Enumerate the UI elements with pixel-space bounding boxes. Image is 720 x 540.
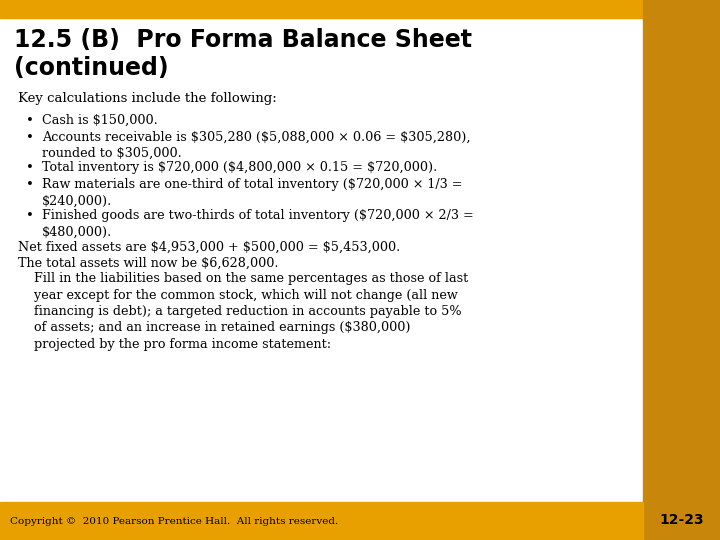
Text: Key calculations include the following:: Key calculations include the following: [18,92,276,105]
Text: •: • [26,114,34,127]
Text: Cash is $150,000.: Cash is $150,000. [42,114,158,127]
Text: The total assets will now be $6,628,000.: The total assets will now be $6,628,000. [18,256,279,269]
Text: 12-23: 12-23 [660,513,704,527]
Text: Net fixed assets are $4,953,000 + $500,000 = $5,453,000.: Net fixed assets are $4,953,000 + $500,0… [18,241,400,254]
Text: Accounts receivable is $305,280 ($5,088,000 × 0.06 = $305,280),
rounded to $305,: Accounts receivable is $305,280 ($5,088,… [42,131,470,160]
Text: 12.5 (B)  Pro Forma Balance Sheet: 12.5 (B) Pro Forma Balance Sheet [14,28,472,52]
Text: •: • [26,209,34,222]
Text: •: • [26,131,34,144]
Text: Fill in the liabilities based on the same percentages as those of last
    year : Fill in the liabilities based on the sam… [18,272,468,351]
Text: Total inventory is $720,000 ($4,800,000 × 0.15 = $720,000).: Total inventory is $720,000 ($4,800,000 … [42,161,437,174]
Text: Copyright ©  2010 Pearson Prentice Hall.  All rights reserved.: Copyright © 2010 Pearson Prentice Hall. … [10,516,338,525]
Text: •: • [26,161,34,174]
Bar [0,0,643,18]
Text: •: • [26,178,34,191]
Bar [643,0,720,540]
Text: (continued): (continued) [14,56,168,80]
Text: Finished goods are two-thirds of total inventory ($720,000 × 2/3 =
$480,000).: Finished goods are two-thirds of total i… [42,209,474,239]
Text: Raw materials are one-third of total inventory ($720,000 × 1/3 =
$240,000).: Raw materials are one-third of total inv… [42,178,462,207]
Bar [0,502,643,540]
